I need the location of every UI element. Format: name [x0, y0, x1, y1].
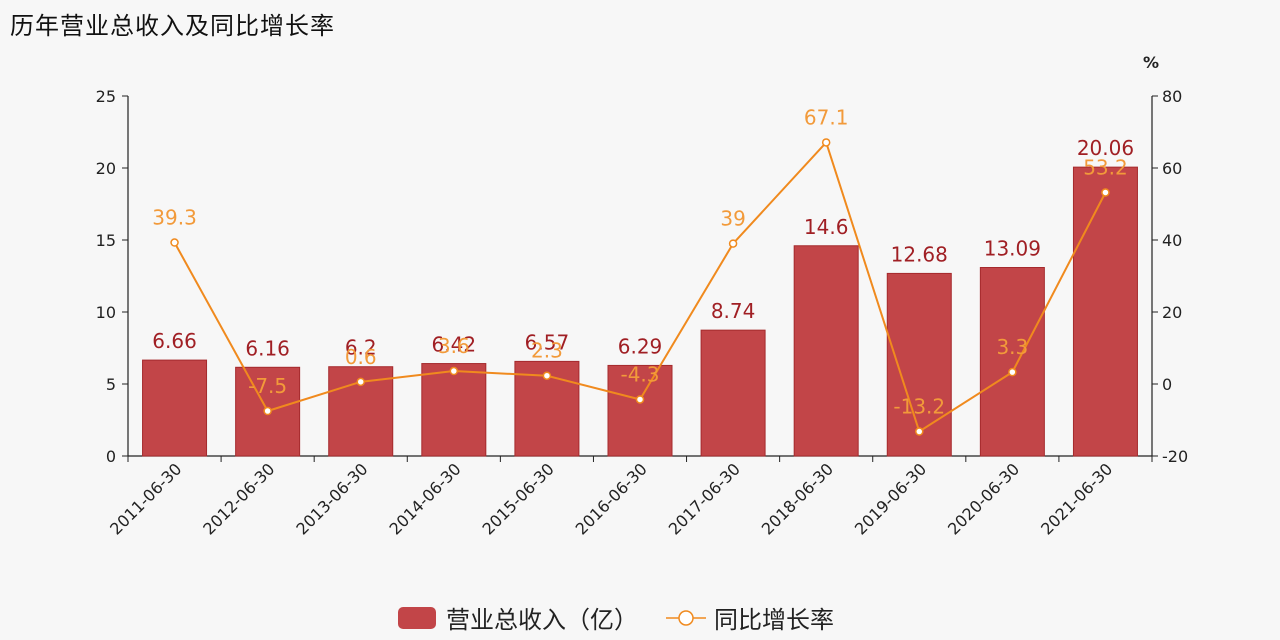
growth-point: [821, 138, 831, 147]
legend-line-icon: [666, 609, 706, 626]
right-axis-unit: %: [1143, 53, 1159, 72]
bar: [1072, 166, 1138, 457]
legend-line-label: 同比增长率: [714, 606, 834, 634]
growth-value-label: 3.3: [996, 335, 1028, 359]
left-axis-tick-label: 25: [96, 87, 116, 106]
bar-value-label: 12.68: [891, 242, 948, 266]
x-axis-label: 2021-06-30: [1037, 459, 1116, 538]
bar: [607, 364, 673, 457]
right-axis-tick-label: 80: [1162, 87, 1182, 106]
x-axis-label: 2019-06-30: [851, 459, 930, 538]
growth-value-label: -7.5: [248, 374, 287, 398]
legend-bar-label: 营业总收入（亿）: [446, 606, 638, 634]
bar: [979, 267, 1045, 457]
right-axis-tick-label: -20: [1162, 447, 1188, 466]
left-axis-tick-label: 20: [96, 159, 116, 178]
x-axis-label: 2015-06-30: [479, 459, 558, 538]
bar-value-label: 6.57: [525, 330, 570, 354]
bar: [700, 329, 766, 457]
bar-value-label: 6.16: [245, 336, 290, 360]
legend-bar-swatch: [398, 606, 436, 629]
growth-point: [356, 377, 365, 387]
growth-point: [263, 406, 272, 416]
right-axis-tick-label: 60: [1162, 159, 1182, 178]
growth-value-label: 0.6: [345, 345, 377, 369]
x-axis-label: 2016-06-30: [572, 459, 651, 538]
left-axis-tick-label: 10: [96, 303, 116, 322]
growth-value-label: 67.1: [804, 105, 849, 129]
bar-value-label: 6.66: [152, 329, 197, 353]
chart-area: 0 5 10 15 20 25 -20 0 20 40 60 80% 2011-06-30 2012-06…: [96, 53, 1189, 539]
bar: [421, 363, 487, 457]
legend: 营业总收入（亿） 同比增长率: [398, 600, 834, 635]
x-axis-label: 2020-06-30: [944, 459, 1023, 538]
bar-value-label: 14.6: [804, 215, 849, 239]
left-axis-tick-label: 15: [96, 231, 116, 250]
growth-point: [170, 238, 179, 247]
left-axis-tick-label: 5: [106, 375, 116, 394]
growth-point: [449, 366, 459, 376]
growth-point: [542, 371, 552, 380]
x-axis-label: 2014-06-30: [385, 459, 464, 538]
growth-point: [1008, 367, 1017, 377]
bar-value-label: 20.06: [1077, 136, 1134, 160]
growth-value-label: 3.6: [438, 334, 470, 358]
bar: [142, 359, 208, 457]
bar: [793, 245, 859, 457]
x-axis-label: 2011-06-30: [106, 459, 185, 538]
left-axis-tick-label: 0: [106, 447, 116, 466]
right-axis-tick-label: 40: [1162, 231, 1182, 250]
chart-title: 历年营业总收入及同比增长率: [10, 12, 335, 40]
x-axis-label: 2018-06-30: [758, 459, 837, 538]
bar-value-label: 13.09: [984, 237, 1041, 261]
growth-value-label: 39: [720, 207, 745, 231]
growth-value-label: 53.2: [1083, 155, 1128, 179]
growth-value-label: 39.3: [152, 206, 197, 230]
bar-value-label: 6.2: [345, 336, 377, 360]
right-axis-tick-label: 20: [1162, 303, 1182, 322]
growth-point: [728, 239, 738, 248]
growth-value-label: -13.2: [893, 395, 945, 419]
x-axis-label: 2017-06-30: [665, 459, 744, 538]
x-axis-label: 2012-06-30: [199, 459, 278, 538]
bar-value-label: 6.42: [432, 333, 477, 357]
bar-value-label: 8.74: [711, 299, 756, 323]
growth-point: [1101, 188, 1110, 197]
growth-point: [635, 395, 645, 404]
right-axis-tick-label: 0: [1162, 375, 1172, 394]
x-axis-label: 2013-06-30: [292, 459, 371, 538]
bar-value-label: 6.29: [618, 334, 663, 358]
growth-value-label: 2.3: [531, 339, 563, 363]
growth-point: [915, 427, 924, 436]
growth-value-label: -4.3: [620, 362, 659, 386]
